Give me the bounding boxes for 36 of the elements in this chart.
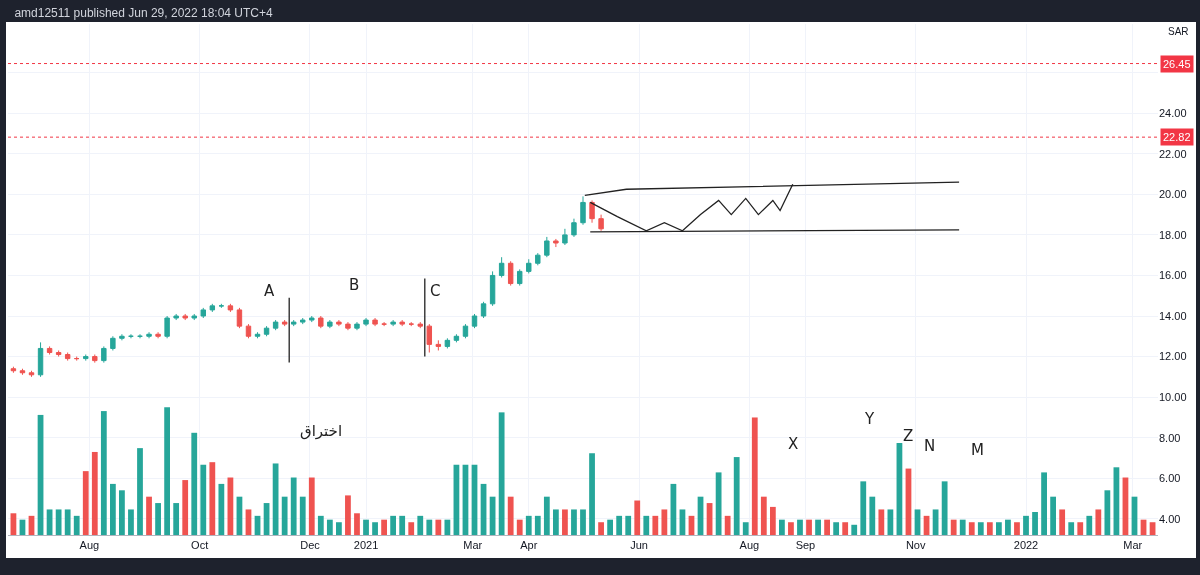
y-tick-label: 20.00 xyxy=(1159,188,1187,201)
x-tick-label: Nov xyxy=(905,539,926,552)
annotation: M xyxy=(971,441,984,459)
chart-title: amd12511 published Jun 29, 2022 18:04 UTC+4 xyxy=(14,6,274,21)
x-tick-label: Sep xyxy=(795,539,816,552)
annotation: اختراق xyxy=(300,422,343,440)
y-tick-label: 12.00 xyxy=(1159,350,1187,363)
x-tick-label: 2021 xyxy=(353,539,379,552)
y-tick-label: 14.00 xyxy=(1159,309,1187,322)
annotation: Z xyxy=(903,427,914,445)
ref-line-label: 26.45 xyxy=(1163,58,1191,70)
annotation: Y xyxy=(864,410,875,428)
x-tick-label: Mar xyxy=(1123,539,1143,552)
x-tick-label: Jun xyxy=(630,539,648,552)
y-tick-label: 8.00 xyxy=(1159,431,1181,444)
annotation: X xyxy=(788,435,799,453)
annotation: N xyxy=(924,437,936,455)
ref-line-label: 22.82 xyxy=(1163,131,1191,143)
x-tick-label: 2022 xyxy=(1013,539,1039,552)
y-axis-title: SAR xyxy=(1168,26,1189,37)
x-tick-label: Aug xyxy=(79,539,100,552)
y-tick-label: 10.00 xyxy=(1159,390,1187,403)
x-tick-label: Aug xyxy=(739,539,760,552)
x-tick-label: Oct xyxy=(191,539,209,552)
x-tick-label: Dec xyxy=(300,539,321,552)
annotation: C xyxy=(430,282,441,300)
annotation: B xyxy=(349,276,360,294)
y-tick-label: 4.00 xyxy=(1159,512,1181,525)
y-tick-label: 6.00 xyxy=(1159,472,1181,485)
y-tick-label: 16.00 xyxy=(1159,269,1187,282)
y-tick-label: 24.00 xyxy=(1159,107,1187,120)
y-tick-label: 22.00 xyxy=(1159,147,1187,160)
x-tick-label: Mar xyxy=(463,539,483,552)
y-tick-label: 18.00 xyxy=(1159,228,1187,241)
x-tick-label: Apr xyxy=(520,539,538,552)
annotation: A xyxy=(264,282,275,300)
